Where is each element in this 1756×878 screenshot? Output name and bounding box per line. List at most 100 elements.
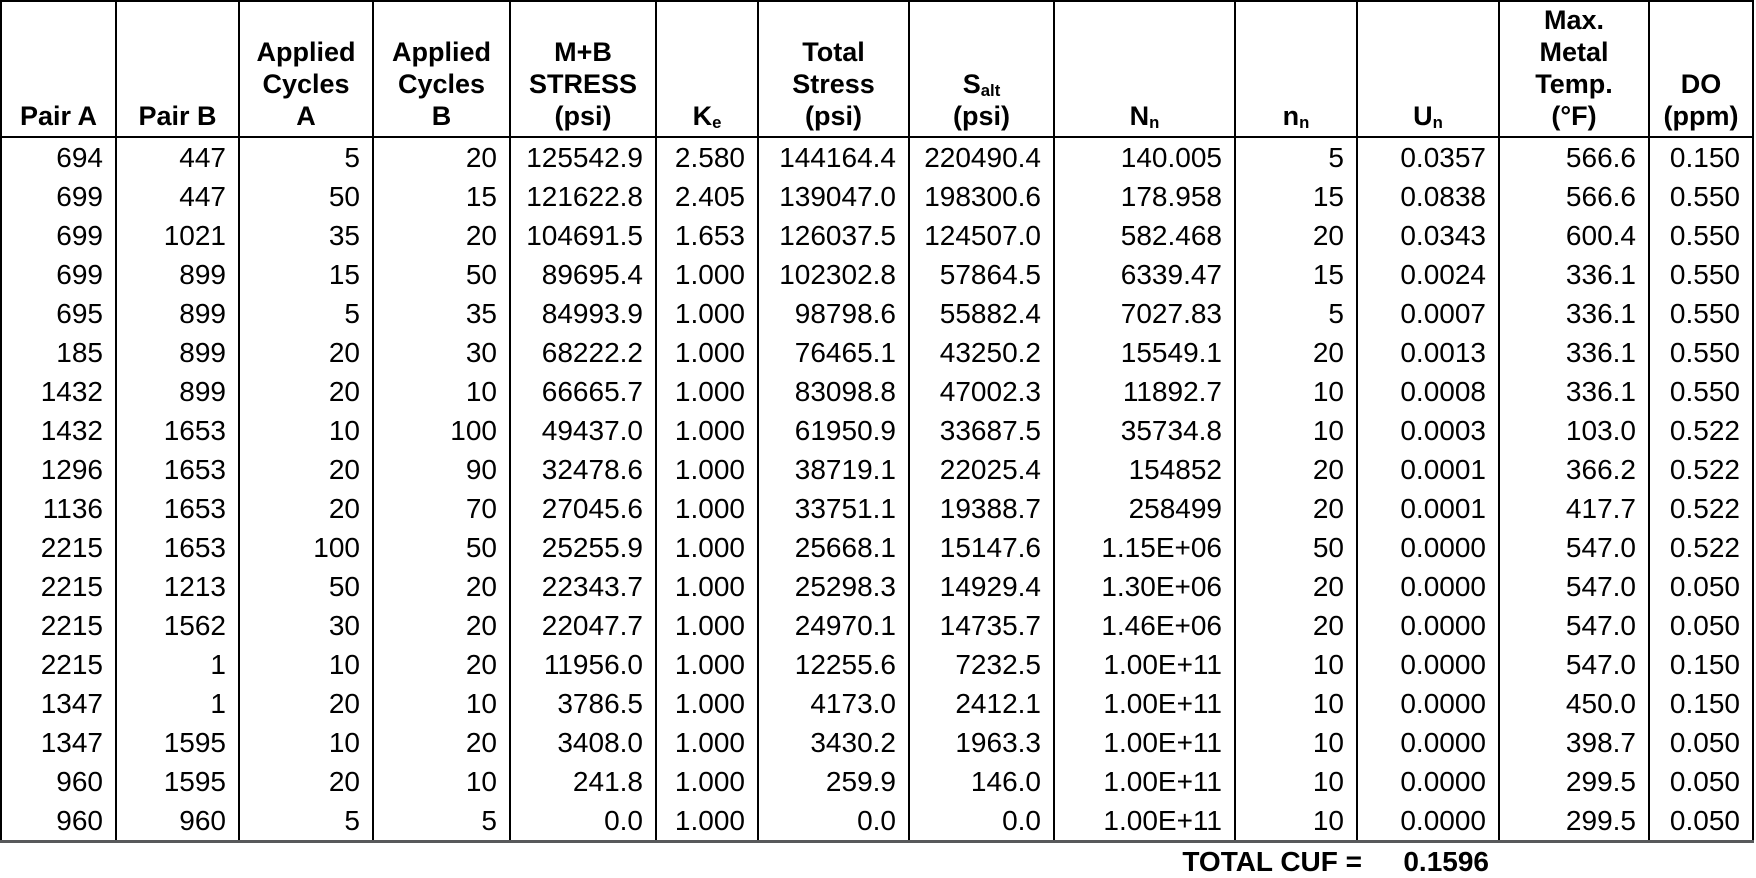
cell-n-n-applied: 10	[1234, 723, 1358, 762]
cell-applied-cycles-a: 20	[238, 684, 374, 723]
cell-n-n: 140.005	[1053, 137, 1236, 177]
cell-applied-cycles-b: 15	[372, 177, 511, 216]
cell-mb-stress-psi: 22047.7	[509, 606, 657, 645]
cell-applied-cycles-a: 35	[238, 216, 374, 255]
cell-max-metal-temp-f: 398.7	[1498, 723, 1650, 762]
cell-n-n-applied: 5	[1234, 294, 1358, 333]
cell-applied-cycles-b: 35	[372, 294, 511, 333]
cell-applied-cycles-b: 50	[372, 255, 511, 294]
cell-u-n: 0.0357	[1356, 137, 1500, 177]
cell-do-ppm: 0.050	[1648, 801, 1754, 842]
cell-do-ppm: 0.550	[1648, 333, 1754, 372]
cell-ke: 1.000	[655, 411, 759, 450]
table-row: 960 1595 20 10 241.8 1.000 259.9 146.0 1.00E+11 1…	[0, 762, 1754, 801]
cell-applied-cycles-b: 70	[372, 489, 511, 528]
cell-pair-b: 1653	[115, 411, 240, 450]
cell-mb-stress-psi: 89695.4	[509, 255, 657, 294]
cell-s-alt-psi: 55882.4	[908, 294, 1055, 333]
cell-mb-stress-psi: 68222.2	[509, 333, 657, 372]
cell-pair-b: 1595	[115, 723, 240, 762]
cell-applied-cycles-a: 20	[238, 333, 374, 372]
cell-n-n-applied: 20	[1234, 450, 1358, 489]
cell-n-n-applied: 15	[1234, 255, 1358, 294]
cell-mb-stress-psi: 22343.7	[509, 567, 657, 606]
cell-n-n-applied: 10	[1234, 801, 1358, 842]
cell-s-alt-psi: 33687.5	[908, 411, 1055, 450]
cell-ke: 1.000	[655, 762, 759, 801]
cell-applied-cycles-a: 15	[238, 255, 374, 294]
cell-pair-a: 699	[0, 177, 117, 216]
cell-ke: 2.580	[655, 137, 759, 177]
table-row: 1432 1653 10 100 49437.0 1.000 61950.9 33687.5 3…	[0, 411, 1754, 450]
table-row: 1432 899 20 10 66665.7 1.000 83098.8 47002.3 118…	[0, 372, 1754, 411]
fatigue-usage-table: Pair A Pair B Applied Cycles A Applied Cycles B…	[0, 0, 1754, 843]
cell-pair-a: 699	[0, 255, 117, 294]
cell-n-n: 1.00E+11	[1053, 645, 1236, 684]
cell-total-stress-psi: 0.0	[757, 801, 910, 842]
cell-max-metal-temp-f: 366.2	[1498, 450, 1650, 489]
cell-ke: 1.000	[655, 450, 759, 489]
cell-applied-cycles-a: 20	[238, 489, 374, 528]
cell-total-stress-psi: 144164.4	[757, 137, 910, 177]
column-header-pair-a: Pair A	[0, 1, 117, 138]
cell-n-n-applied: 20	[1234, 567, 1358, 606]
cell-max-metal-temp-f: 299.5	[1498, 762, 1650, 801]
cell-n-n: 1.00E+11	[1053, 684, 1236, 723]
cell-max-metal-temp-f: 600.4	[1498, 216, 1650, 255]
cell-do-ppm: 0.150	[1648, 684, 1754, 723]
table-row: 185 899 20 30 68222.2 1.000 76465.1 43250.2 1554…	[0, 333, 1754, 372]
cell-pair-a: 1347	[0, 684, 117, 723]
cell-max-metal-temp-f: 336.1	[1498, 372, 1650, 411]
cell-total-stress-psi: 126037.5	[757, 216, 910, 255]
cell-ke: 1.000	[655, 684, 759, 723]
cell-applied-cycles-a: 5	[238, 294, 374, 333]
cell-n-n: 178.958	[1053, 177, 1236, 216]
cell-n-n: 1.46E+06	[1053, 606, 1236, 645]
cell-u-n: 0.0000	[1356, 801, 1500, 842]
cell-s-alt-psi: 198300.6	[908, 177, 1055, 216]
cell-total-stress-psi: 25298.3	[757, 567, 910, 606]
cell-u-n: 0.0001	[1356, 489, 1500, 528]
cell-max-metal-temp-f: 566.6	[1498, 137, 1650, 177]
cell-s-alt-psi: 22025.4	[908, 450, 1055, 489]
cell-pair-a: 2215	[0, 567, 117, 606]
cell-n-n-applied: 20	[1234, 216, 1358, 255]
cell-pair-a: 185	[0, 333, 117, 372]
header-row: Pair A Pair B Applied Cycles A Applied Cycles B…	[0, 1, 1754, 138]
cell-ke: 1.653	[655, 216, 759, 255]
cell-mb-stress-psi: 66665.7	[509, 372, 657, 411]
cell-pair-b: 1653	[115, 528, 240, 567]
cell-pair-b: 1562	[115, 606, 240, 645]
cell-applied-cycles-b: 10	[372, 684, 511, 723]
cell-s-alt-psi: 43250.2	[908, 333, 1055, 372]
cell-ke: 1.000	[655, 801, 759, 842]
table-row: 699 447 50 15 121622.8 2.405 139047.0 198300.6 1…	[0, 177, 1754, 216]
cell-n-n: 6339.47	[1053, 255, 1236, 294]
cell-s-alt-psi: 47002.3	[908, 372, 1055, 411]
column-header-n-n: Nn	[1053, 1, 1236, 138]
cell-max-metal-temp-f: 547.0	[1498, 567, 1650, 606]
cell-do-ppm: 0.522	[1648, 528, 1754, 567]
table-row: 2215 1 10 20 11956.0 1.000 12255.6 7232.5 1.00E+…	[0, 645, 1754, 684]
cell-ke: 1.000	[655, 567, 759, 606]
cell-applied-cycles-b: 20	[372, 606, 511, 645]
cell-mb-stress-psi: 125542.9	[509, 137, 657, 177]
column-header-total-stress-psi: Total Stress (psi)	[757, 1, 910, 138]
cell-max-metal-temp-f: 547.0	[1498, 528, 1650, 567]
cell-applied-cycles-b: 20	[372, 723, 511, 762]
cell-do-ppm: 0.550	[1648, 372, 1754, 411]
cell-n-n-applied: 20	[1234, 489, 1358, 528]
cell-applied-cycles-b: 20	[372, 645, 511, 684]
cell-total-stress-psi: 76465.1	[757, 333, 910, 372]
cell-pair-b: 1	[115, 684, 240, 723]
cell-s-alt-psi: 1963.3	[908, 723, 1055, 762]
cell-total-stress-psi: 25668.1	[757, 528, 910, 567]
cell-s-alt-psi: 2412.1	[908, 684, 1055, 723]
cell-pair-b: 899	[115, 255, 240, 294]
cell-do-ppm: 0.550	[1648, 294, 1754, 333]
cell-s-alt-psi: 220490.4	[908, 137, 1055, 177]
cell-pair-a: 960	[0, 762, 117, 801]
cell-u-n: 0.0000	[1356, 567, 1500, 606]
cell-ke: 1.000	[655, 489, 759, 528]
cell-max-metal-temp-f: 566.6	[1498, 177, 1650, 216]
